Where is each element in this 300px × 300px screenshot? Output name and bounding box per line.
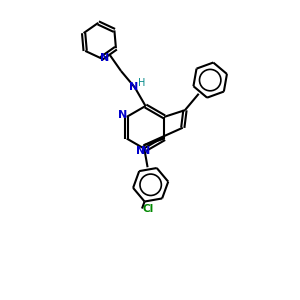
Text: N: N bbox=[118, 110, 127, 120]
Text: N: N bbox=[100, 53, 110, 63]
Text: Cl: Cl bbox=[143, 203, 154, 214]
Text: N: N bbox=[136, 146, 146, 156]
Text: N: N bbox=[129, 82, 138, 92]
Text: H: H bbox=[138, 78, 145, 88]
Text: N: N bbox=[141, 146, 150, 156]
